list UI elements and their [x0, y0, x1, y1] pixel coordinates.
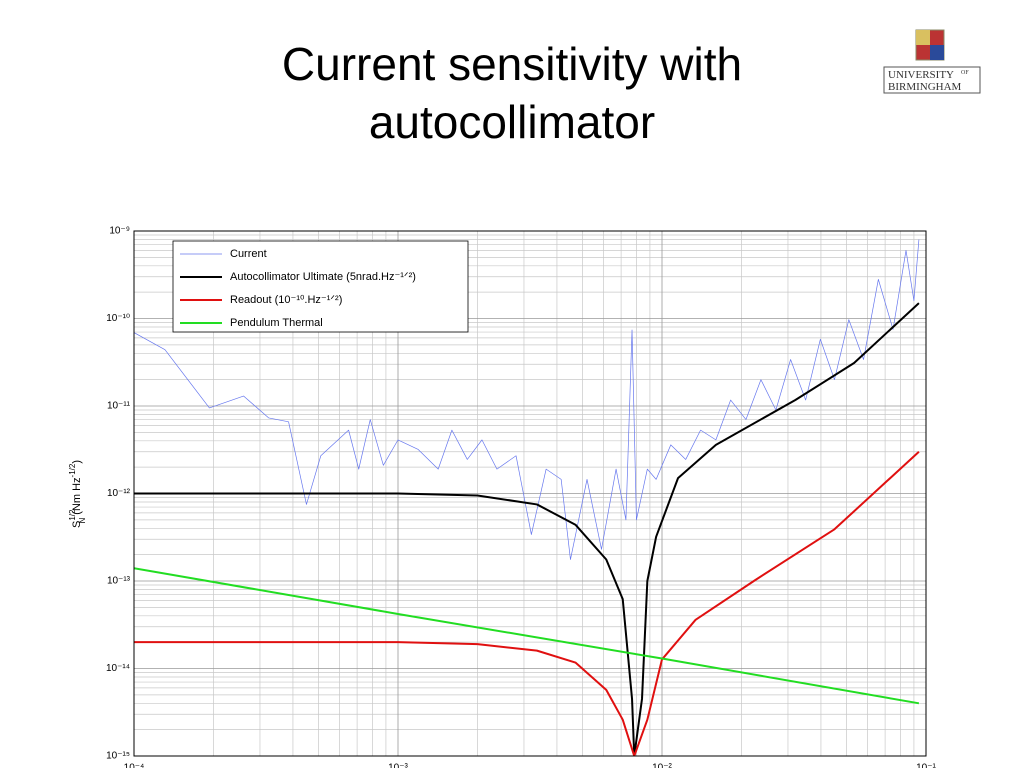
- legend-label: Pendulum Thermal: [230, 317, 323, 329]
- legend: Current Autocollimator Ultimate (5nrad.Hz…: [172, 240, 469, 333]
- logo-frame: [883, 66, 981, 94]
- legend-label: Autocollimator Ultimate (5nrad.Hz⁻¹ᐟ²): [230, 271, 416, 283]
- y-label-part: 1/2: [68, 509, 77, 521]
- legend-label: Current: [230, 248, 267, 260]
- legend-box: [172, 240, 469, 333]
- y-label-part: S: [71, 521, 83, 528]
- plot-frame: [133, 230, 927, 757]
- series-line: [134, 302, 920, 756]
- y-tick-label: 10⁻¹⁰: [106, 313, 130, 324]
- logo-text: OF: [961, 70, 969, 76]
- x-tick-label: 10⁻³: [388, 763, 408, 768]
- series-line: [134, 567, 920, 705]
- x-tick-label: 10⁻¹: [916, 763, 936, 768]
- y-tick-label: 10⁻¹⁵: [106, 751, 130, 762]
- logo-text: BIRMINGHAM: [888, 81, 962, 93]
- y-tick-label: 10⁻¹³: [107, 576, 131, 587]
- slide-title: Current sensitivity with autocollimator: [282, 38, 742, 148]
- y-axis-label: S1/2N (Nm Hz-1/2): [68, 460, 87, 528]
- series-line: [134, 451, 920, 756]
- y-label-part: -1/2: [68, 463, 77, 477]
- y-tick-label: 10⁻¹¹: [107, 401, 131, 412]
- y-label-part: (Nm Hz: [71, 477, 83, 517]
- series-line: [134, 239, 920, 560]
- x-tick-label: 10⁻²: [652, 763, 672, 768]
- y-label-part: N: [78, 518, 87, 524]
- crest-quarter: [930, 45, 944, 60]
- y-tick-label: 10⁻⁹: [109, 226, 130, 237]
- y-tick-label: 10⁻¹²: [107, 488, 131, 499]
- y-label-part: ): [71, 460, 83, 464]
- logo-text: UNIVERSITY: [888, 69, 954, 81]
- plot-lines: [134, 239, 920, 756]
- x-tick-label: 10⁻⁴: [124, 763, 145, 768]
- university-logo: UNIVERSITY OF BIRMINGHAM: [883, 29, 981, 94]
- crest-quarter: [916, 30, 930, 45]
- legend-label: Readout (10⁻¹⁰.Hz⁻¹ᐟ²): [230, 294, 342, 306]
- y-tick-label: 10⁻¹⁴: [106, 663, 130, 674]
